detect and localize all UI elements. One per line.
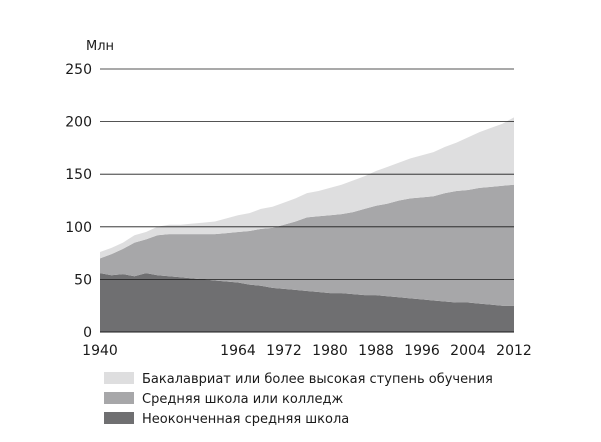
- y-tick-label-200: 200: [65, 115, 92, 131]
- x-tick-label-1964: 1964: [220, 343, 256, 359]
- legend-label-3: Неоконченная средняя школа: [142, 412, 349, 427]
- area-series-2: [100, 184, 514, 306]
- area-series-3: [100, 117, 514, 259]
- x-tick-label-1980: 1980: [312, 343, 348, 359]
- y-axis-unit-label: Млн: [86, 39, 114, 54]
- x-tick-label-1996: 1996: [404, 343, 440, 359]
- y-tick-label-50: 50: [74, 272, 92, 288]
- gridlines: [100, 68, 514, 333]
- x-tick-label-2012: 2012: [496, 343, 532, 359]
- area-series-group: [100, 117, 514, 332]
- area-series-1: [100, 273, 514, 332]
- y-tick-label-150: 150: [65, 167, 92, 183]
- x-tick-label-1988: 1988: [358, 343, 394, 359]
- legend-label-2: Средняя школа или колледж: [142, 392, 343, 407]
- y-axis-ticks: 0 50 100 150 200 250: [65, 62, 92, 341]
- legend-swatch-2: [104, 392, 134, 404]
- legend-label-1: Бакалавриат или более высокая ступень об…: [142, 372, 493, 387]
- y-tick-label-250: 250: [65, 62, 92, 78]
- x-tick-label-1940: 1940: [82, 343, 118, 359]
- legend: Бакалавриат или более высокая ступень об…: [104, 372, 493, 427]
- x-tick-label-2004: 2004: [450, 343, 486, 359]
- y-tick-label-0: 0: [83, 325, 92, 341]
- x-tick-label-1972: 1972: [266, 343, 302, 359]
- y-tick-label-100: 100: [65, 220, 92, 236]
- legend-swatch-1: [104, 372, 134, 384]
- legend-swatch-3: [104, 412, 134, 424]
- x-axis-ticks: 1940 1964 1972 1980 1988 1996 2004 2012: [82, 343, 532, 359]
